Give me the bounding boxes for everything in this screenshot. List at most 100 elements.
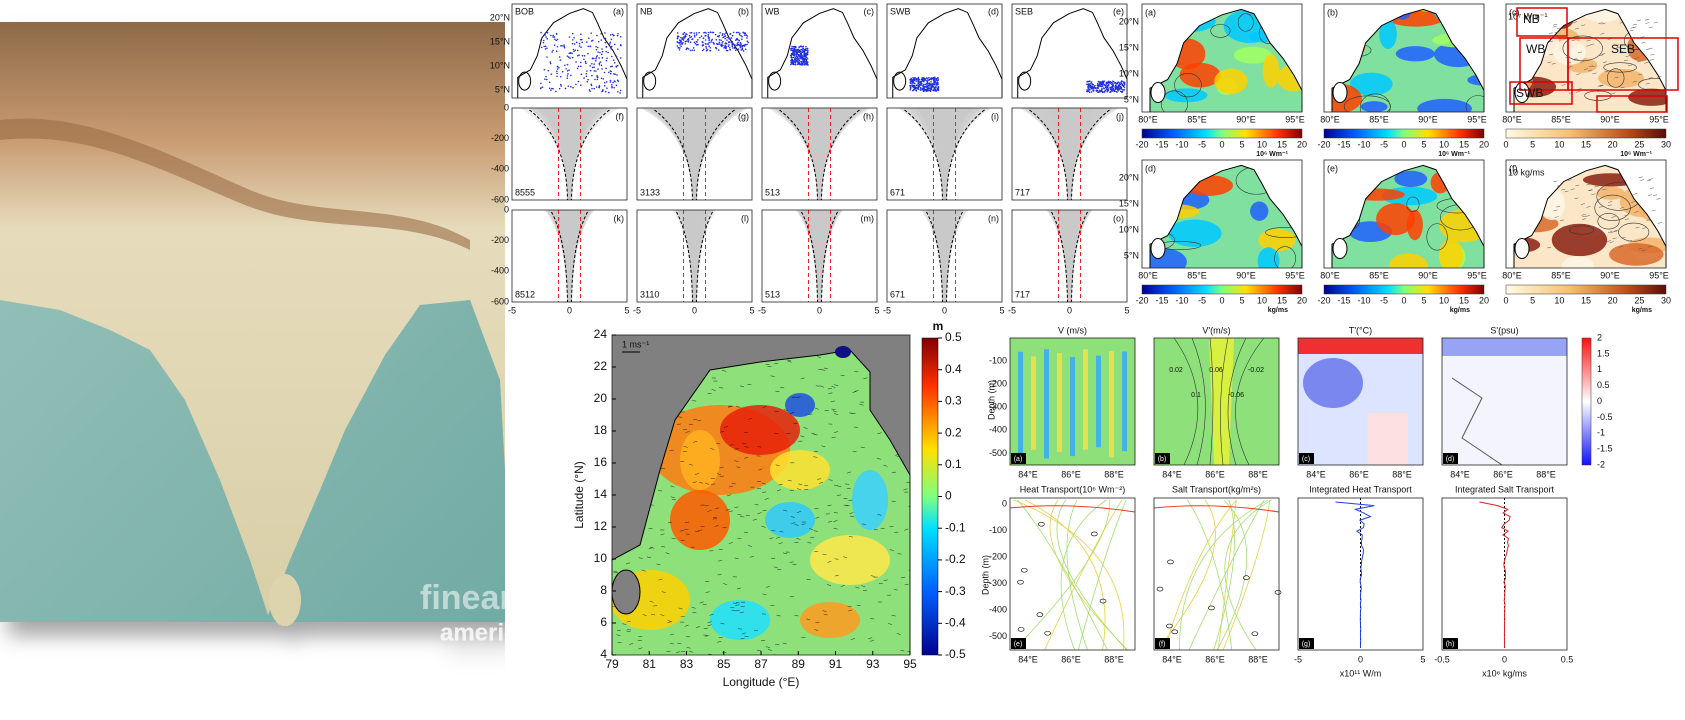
label: 84°E [1162, 469, 1182, 479]
current-vector [660, 614, 665, 616]
current-vector [790, 412, 795, 414]
label: 5 [1239, 139, 1244, 149]
float-point [566, 63, 569, 66]
profile-envelope [908, 108, 981, 200]
profile-envelope [1025, 108, 1114, 200]
float-point [798, 57, 800, 60]
float-point [682, 33, 685, 35]
float-point [794, 63, 797, 66]
float-point [609, 34, 612, 36]
float-point [612, 34, 615, 37]
contour [1217, 499, 1237, 651]
float-point [548, 87, 551, 90]
float-point [926, 77, 928, 79]
current-vector [719, 431, 725, 433]
float-point [801, 57, 803, 60]
current-vector [794, 524, 799, 526]
float-point [694, 42, 697, 45]
float-point [552, 36, 554, 38]
float-point [689, 36, 691, 39]
profile-envelope [640, 108, 749, 200]
profile-envelope [1058, 210, 1081, 302]
profile-envelope [1059, 210, 1080, 302]
label: 717 [1015, 289, 1030, 299]
current-vector [814, 551, 819, 552]
profile-envelope [776, 108, 863, 200]
current-vector [754, 630, 759, 631]
float-point [703, 31, 705, 34]
float-point [1094, 84, 1096, 87]
label: 15°N [490, 36, 510, 46]
coastline [1513, 164, 1667, 268]
vector [1581, 214, 1586, 216]
float-point [724, 42, 727, 45]
float-point [805, 54, 807, 57]
label: -10 [1175, 295, 1188, 305]
current-vector [705, 591, 710, 593]
label: (n) [988, 213, 999, 223]
profile-envelope [926, 210, 963, 302]
coastline [1149, 164, 1303, 268]
current-vector [725, 509, 730, 511]
contour [1227, 337, 1247, 466]
current-vector [699, 601, 704, 604]
float-point [1112, 89, 1115, 92]
float-point [917, 77, 920, 80]
field-band [1070, 357, 1075, 457]
current-vector [695, 626, 701, 628]
float-point [595, 45, 597, 48]
region-box [1596, 95, 1668, 113]
current-vector [883, 579, 888, 582]
float-point [550, 89, 552, 91]
float-point [543, 45, 545, 48]
current-vector [649, 600, 654, 603]
label: 10⁷ Wm⁻¹ [1508, 11, 1548, 21]
profile-envelope [924, 108, 965, 200]
float-point [708, 38, 711, 40]
profile-envelope [927, 210, 962, 302]
vector [1602, 188, 1607, 191]
profile-envelope [1053, 210, 1086, 302]
sri-lanka [611, 569, 641, 615]
current-vector [629, 643, 634, 645]
float-point [714, 33, 717, 36]
label: 0 [1597, 396, 1602, 406]
float-point [725, 49, 728, 52]
label: 5 [999, 305, 1004, 315]
float-point [701, 44, 704, 47]
float-point [1104, 85, 1107, 87]
current-vector [660, 533, 665, 536]
panel-frame [1153, 497, 1280, 651]
profile-envelope [685, 210, 704, 302]
float-point [579, 65, 582, 68]
float-point [1096, 89, 1099, 92]
float-point [804, 62, 807, 65]
label: 84°E [1450, 469, 1470, 479]
float-point [587, 45, 589, 48]
vector [1634, 57, 1639, 59]
label: (m) [861, 213, 875, 223]
float-point [721, 44, 723, 47]
current-vector [739, 385, 745, 388]
float-point [593, 87, 596, 90]
float-point [792, 56, 795, 59]
float-point [609, 72, 612, 75]
label: 8 [600, 583, 607, 597]
contour [1017, 579, 1024, 585]
float-point [747, 41, 750, 44]
float-point [1101, 91, 1104, 94]
label: 5 [1239, 295, 1244, 305]
float-point [613, 86, 615, 89]
profile-envelope [924, 108, 965, 200]
float-point [540, 39, 542, 42]
float-point [741, 45, 744, 47]
current-vector [737, 514, 742, 516]
float-point [596, 55, 598, 57]
float-point [1089, 80, 1091, 83]
current-vector [776, 537, 781, 539]
float-point [707, 43, 709, 45]
label: 0 [1502, 654, 1507, 664]
label: 0 [1002, 498, 1007, 508]
float-point [684, 34, 687, 37]
float-point [725, 32, 727, 34]
